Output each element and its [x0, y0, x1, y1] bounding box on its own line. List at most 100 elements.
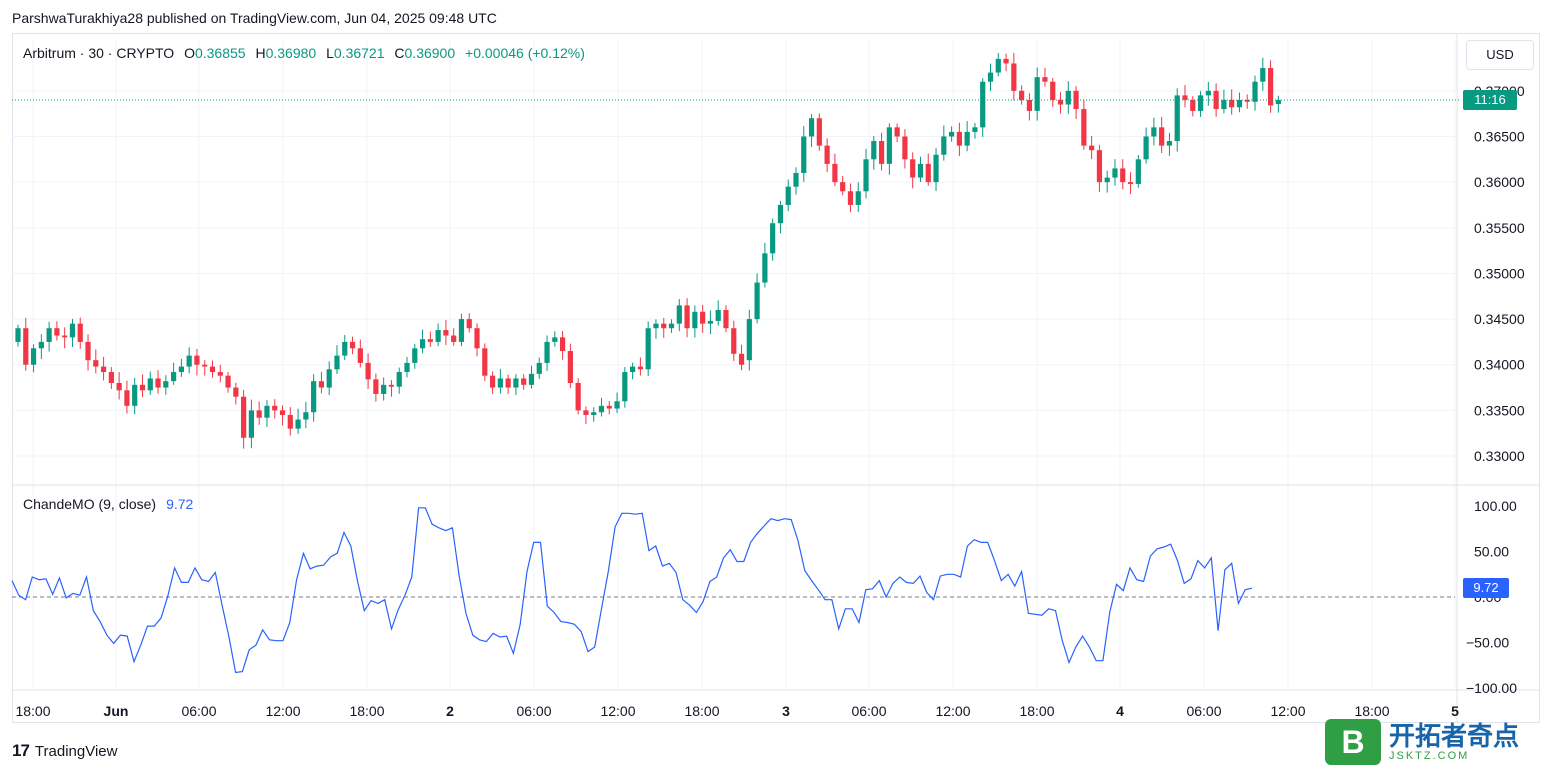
candle-body — [700, 311, 706, 324]
candle-body — [77, 323, 83, 342]
candle-body — [46, 328, 52, 342]
brand-name: TradingView — [34, 742, 118, 760]
candle-body — [894, 127, 900, 137]
candle-body — [723, 309, 729, 329]
candle-body — [248, 410, 254, 438]
candle-body — [575, 383, 581, 411]
time-tick-label: 4 — [1116, 703, 1124, 719]
price-tick-label: 0.34500 — [1474, 311, 1525, 327]
candle-body — [334, 355, 340, 370]
price-tick-label: 0.33500 — [1474, 402, 1525, 418]
candle-body — [1205, 90, 1211, 96]
close-value: 0.36900 — [404, 45, 456, 61]
candle-body — [637, 366, 643, 370]
time-tick-label: 06:00 — [1186, 703, 1221, 719]
indicator-tick-label: −100.00 — [1466, 680, 1517, 696]
candle-body — [287, 414, 293, 429]
candle-body — [163, 381, 169, 388]
candle-body — [676, 305, 682, 324]
candle-body — [62, 335, 68, 338]
candle-body — [925, 163, 931, 183]
candle-body — [155, 378, 161, 388]
indicator-value: 9.72 — [166, 496, 194, 512]
time-tick-label: 18:00 — [15, 703, 50, 719]
change-value: +0.00046 (+0.12%) — [465, 45, 585, 61]
candle-body — [1151, 127, 1157, 137]
candle-body — [482, 348, 488, 376]
candle-body — [1190, 99, 1196, 111]
candle-body — [357, 348, 363, 363]
candle-body — [871, 141, 877, 160]
candle-body — [731, 328, 737, 354]
candle-body — [956, 131, 962, 146]
time-tick-label: 18:00 — [684, 703, 719, 719]
candle-body — [311, 381, 317, 413]
time-tick-label: 18:00 — [349, 703, 384, 719]
candle-body — [645, 328, 651, 370]
high-label: H — [255, 45, 266, 61]
candle-body — [279, 410, 286, 415]
time-tick-label: 5 — [1451, 703, 1459, 719]
candles — [12, 52, 1460, 449]
candle-body — [264, 405, 270, 418]
candle-body — [964, 131, 970, 146]
candle-body — [1159, 127, 1165, 146]
time-tick-label: 12:00 — [600, 703, 635, 719]
candle-body — [108, 372, 114, 383]
watermark: B 开拓者奇点 JSKTZ.COM — [1325, 716, 1545, 768]
candle-body — [949, 131, 955, 137]
price-tick-label: 0.36000 — [1474, 174, 1525, 190]
candle-body — [30, 348, 37, 365]
time-tick-label: 06:00 — [851, 703, 886, 719]
candle-body — [139, 384, 146, 391]
candle-body — [489, 375, 496, 388]
candle-body — [186, 355, 192, 367]
price-tick-label: 0.33000 — [1474, 448, 1525, 464]
publisher-line: ParshwaTurakhiya28 published on TradingV… — [12, 10, 497, 26]
candle-body — [762, 253, 768, 283]
candle-body — [1197, 95, 1204, 111]
candle-body — [832, 163, 838, 183]
time-tick-label: 18:00 — [1354, 703, 1389, 719]
candle-body — [1089, 145, 1095, 151]
candle-body — [684, 305, 690, 329]
price-axis: 0.370000.365000.360000.355000.350000.345… — [1474, 83, 1525, 464]
candle-body — [785, 186, 791, 205]
watermark-url: JSKTZ.COM — [1389, 750, 1470, 762]
candle-body — [388, 384, 395, 387]
time-tick-label: 2 — [446, 703, 454, 719]
candle-body — [466, 319, 472, 329]
tradingview-brand[interactable]: 17 TradingView — [12, 741, 117, 761]
candle-body — [560, 337, 566, 352]
candle-body — [995, 58, 1001, 73]
candle-body — [132, 384, 138, 406]
candle-body — [606, 405, 612, 409]
candle-body — [1135, 159, 1141, 184]
candle-body — [715, 309, 721, 321]
candle-body — [801, 136, 807, 173]
candle-body — [194, 355, 200, 365]
candle-body — [116, 383, 122, 391]
symbol-label: Arbitrum · 30 · CRYPTO — [23, 45, 175, 61]
candle-body — [528, 373, 535, 385]
candle-body — [451, 335, 457, 342]
candle-body — [396, 372, 402, 387]
candle-body — [1112, 168, 1118, 178]
high-value: 0.36980 — [265, 45, 317, 61]
candle-body — [886, 127, 892, 164]
candle-body — [303, 412, 309, 420]
candle-body — [630, 366, 636, 373]
indicator-pane — [11, 507, 1455, 674]
open-label: O — [184, 45, 195, 61]
candle-body — [272, 405, 278, 411]
candle-body — [349, 341, 356, 349]
candle-body — [404, 362, 410, 373]
candle-body — [933, 154, 939, 183]
currency-button[interactable]: USD — [1466, 40, 1534, 70]
chart-frame — [12, 33, 1540, 723]
candle-body — [567, 351, 573, 383]
candle-body — [941, 136, 947, 155]
watermark-title: 开拓者奇点 — [1389, 721, 1520, 751]
